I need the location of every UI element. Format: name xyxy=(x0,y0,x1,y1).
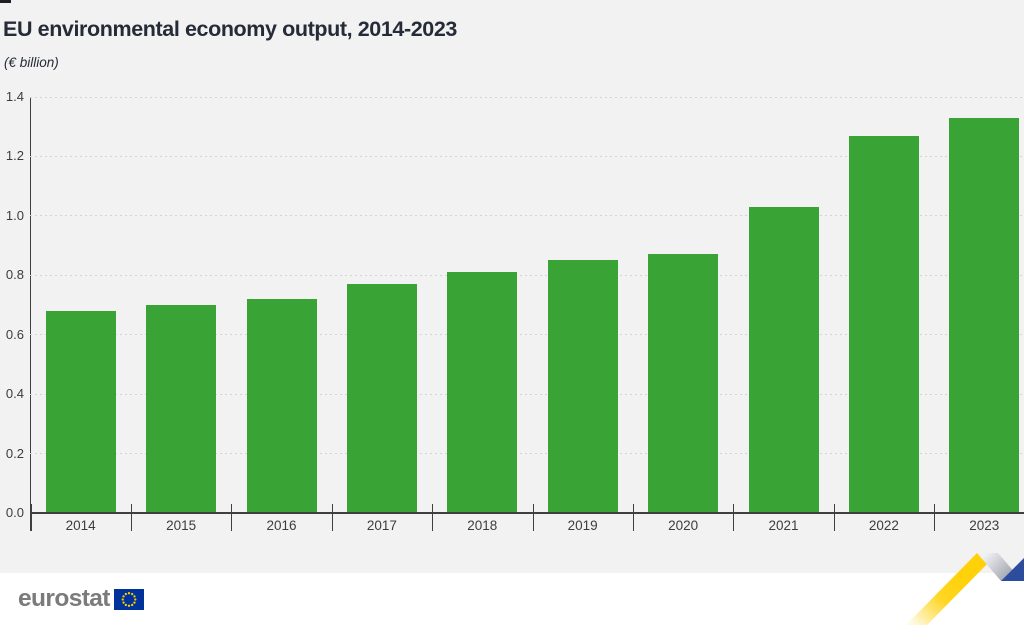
y-tick-label: 0.8 xyxy=(5,267,24,283)
x-tick-label: 2023 xyxy=(969,518,1000,533)
x-tick xyxy=(532,504,534,531)
plot-area: 0.0 0.2 0.4 0.6 0.8 1.0 1.2 1.4 2014 2015 2016 201… xyxy=(5,89,1024,533)
y-tick-label: 0.0 xyxy=(5,505,24,520)
x-tick-label: 2020 xyxy=(668,518,699,533)
corner-mark xyxy=(0,0,11,3)
x-tick xyxy=(733,504,735,531)
x-tick xyxy=(632,504,634,531)
chart-unit-label: (€ billion) xyxy=(4,55,59,70)
ribbon-decoration xyxy=(906,553,1024,625)
x-tick-label: 2015 xyxy=(166,518,197,533)
x-tick xyxy=(231,504,233,531)
x-tick-label: 2017 xyxy=(366,518,397,533)
gridline xyxy=(30,453,1024,455)
x-tick xyxy=(833,504,835,531)
x-tick xyxy=(130,504,132,531)
x-tick xyxy=(30,504,32,531)
x-tick-label: 2019 xyxy=(567,518,598,533)
x-tick-label: 2016 xyxy=(266,518,297,533)
gridline xyxy=(30,215,1024,217)
y-tick-label: 1.0 xyxy=(5,207,24,223)
bar-2016 xyxy=(246,299,317,513)
bar-2022 xyxy=(848,135,919,513)
bar-2014 xyxy=(45,310,116,513)
footer-bar: eurostat xyxy=(0,573,1024,625)
bar-2023 xyxy=(949,117,1020,513)
x-tick-label: 2022 xyxy=(868,518,899,533)
gridline xyxy=(30,393,1024,395)
eurostat-logo-text: eurostat xyxy=(18,585,110,612)
gridline xyxy=(30,334,1024,336)
x-tick xyxy=(934,504,936,531)
y-tick-label: 1.2 xyxy=(5,148,24,164)
bar-2017 xyxy=(346,284,417,513)
gridline xyxy=(30,96,1024,98)
bar-2019 xyxy=(547,260,618,513)
bar-2020 xyxy=(648,254,719,513)
bar-2021 xyxy=(748,206,819,513)
bar-2015 xyxy=(146,305,217,513)
x-tick xyxy=(331,504,333,531)
x-axis-line xyxy=(30,512,1024,514)
y-tick-label: 0.6 xyxy=(5,326,24,342)
x-tick-label: 2018 xyxy=(467,518,498,533)
gridline xyxy=(30,155,1024,157)
x-tick xyxy=(432,504,434,531)
ribbon-yellow-band xyxy=(906,553,998,625)
eurostat-logo: eurostat xyxy=(18,584,144,614)
eu-flag-icon xyxy=(113,588,144,610)
ribbon-blue-band xyxy=(1001,558,1024,581)
bar-2018 xyxy=(447,272,518,513)
gridline xyxy=(30,274,1024,276)
y-tick-label: 1.4 xyxy=(5,89,24,104)
x-tick-label: 2021 xyxy=(768,518,799,533)
y-axis-line xyxy=(30,97,31,531)
x-tick-label: 2014 xyxy=(65,518,96,533)
y-tick-label: 0.2 xyxy=(5,445,24,461)
chart-title: EU environmental economy output, 2014-20… xyxy=(3,17,457,41)
y-tick-label: 0.4 xyxy=(5,386,24,402)
